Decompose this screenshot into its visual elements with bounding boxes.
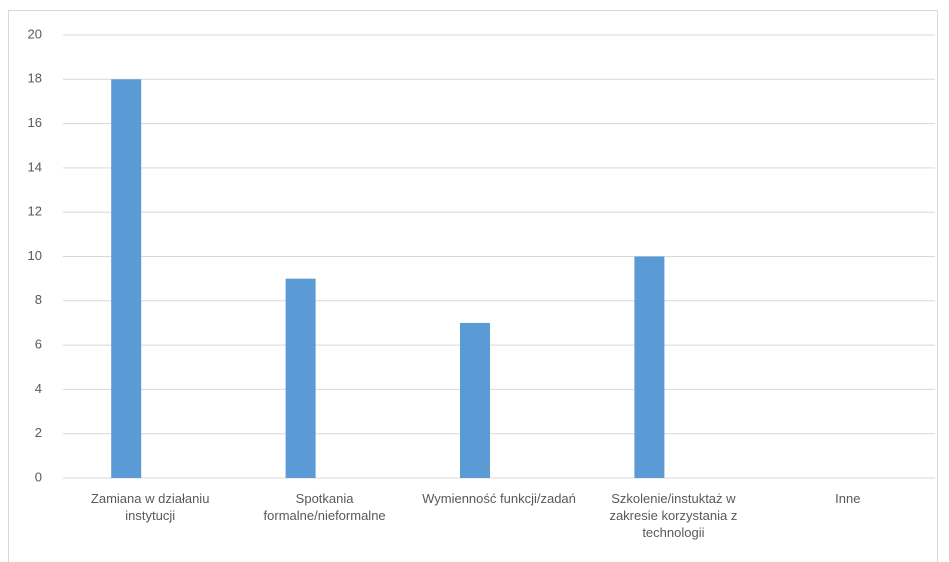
x-tick-label: Zamiana w działaniu instytucji [90,491,210,523]
x-tick-label: Szkolenie/instuktaż w zakresie korzystan… [609,491,738,540]
x-tick-label: Wymienność funkcji/zadań [422,491,576,506]
bar [634,256,665,478]
y-tick-label: 4 [35,381,42,396]
y-tick-label: 14 [28,159,42,174]
x-tick-label: Spotkania formalne/nieformalne [263,491,386,523]
y-tick-label: 6 [35,337,42,352]
chart-frame [8,10,938,562]
bar [285,278,316,478]
x-tick-label: Inne [835,491,861,506]
y-tick-label: 12 [28,204,42,219]
y-tick-label: 18 [28,71,42,86]
y-tick-label: 20 [28,26,42,41]
y-tick-label: 16 [28,115,42,130]
y-tick-label: 8 [35,292,42,307]
bar [111,79,142,479]
y-tick-label: 10 [28,248,42,263]
y-tick-label: 0 [35,469,42,484]
bar [460,322,490,478]
y-tick-label: 2 [35,425,42,440]
